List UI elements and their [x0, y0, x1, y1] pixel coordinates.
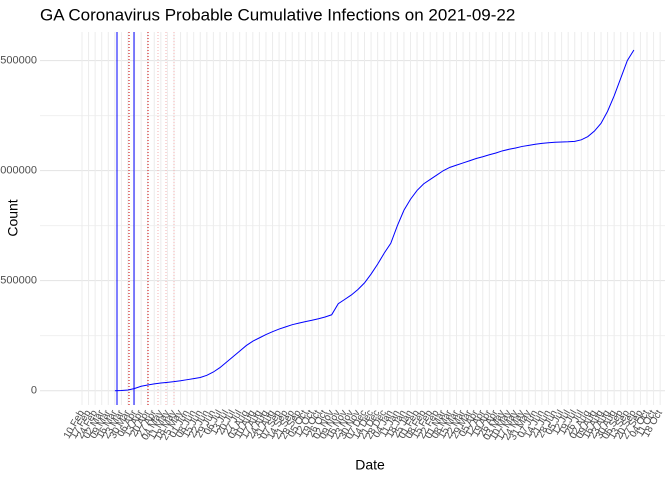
y-tick-label: 0 [31, 385, 37, 397]
reference-lines [116, 32, 175, 405]
y-tick-label: 1000000 [0, 165, 37, 177]
line [114, 49, 635, 392]
y-tick-label: 1500000 [0, 55, 37, 67]
y-axis-title: Count [5, 199, 21, 236]
x-axis-title: Date [355, 457, 385, 473]
y-tick-label: 500000 [0, 275, 37, 287]
grid [40, 32, 665, 405]
chart-title: GA Coronavirus Probable Cumulative Infec… [40, 5, 515, 24]
